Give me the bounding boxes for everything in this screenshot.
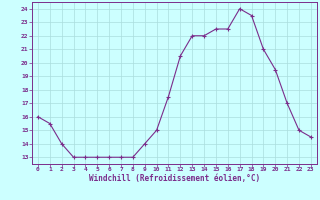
X-axis label: Windchill (Refroidissement éolien,°C): Windchill (Refroidissement éolien,°C) <box>89 174 260 183</box>
